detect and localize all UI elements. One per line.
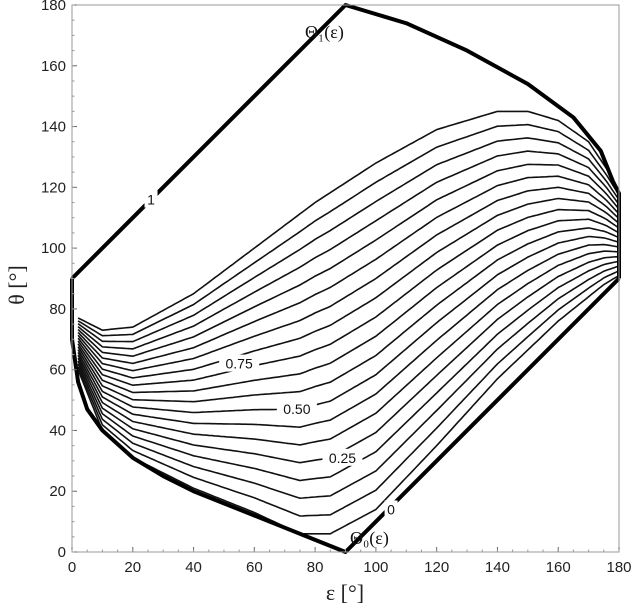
contour-line <box>77 255 620 464</box>
annotation-background <box>384 500 398 518</box>
y-tick-label: 100 <box>41 240 66 257</box>
theta0-boundary <box>70 277 621 554</box>
y-tick-label: 80 <box>49 301 66 318</box>
contour-line <box>77 269 620 517</box>
y-tick-label: 20 <box>49 483 66 500</box>
contour-curves <box>77 110 620 535</box>
y-axis-label: θ [°] <box>4 265 29 305</box>
boundary-curves <box>70 3 621 554</box>
contour-line <box>77 265 620 500</box>
y-tick-label: 160 <box>41 58 66 75</box>
x-tick-label: 100 <box>363 559 388 576</box>
contour-level-label: 0 <box>387 501 395 517</box>
contour-line <box>77 150 620 350</box>
annotation-background <box>322 448 363 466</box>
x-tick-label: 0 <box>68 559 76 576</box>
contour-level-label: 0.50 <box>283 401 310 417</box>
theta1-label: Θ₁(ε) <box>305 22 344 43</box>
contour-level-label: 0.25 <box>329 450 356 466</box>
x-tick-label: 140 <box>485 559 510 576</box>
x-tick-label: 20 <box>124 559 141 576</box>
annotation-background <box>276 400 317 418</box>
contour-line <box>77 260 620 482</box>
contour-line <box>77 208 620 387</box>
annotation-background <box>219 354 260 372</box>
x-tick-label: 180 <box>606 559 631 576</box>
x-tick-label: 80 <box>307 559 324 576</box>
contour-line <box>77 123 620 337</box>
contour-line <box>77 110 620 332</box>
contour-line <box>77 274 620 535</box>
x-tick-label: 160 <box>546 559 571 576</box>
y-tick-label: 40 <box>49 422 66 439</box>
theta0-label: Θ₀(ε) <box>350 528 389 549</box>
annotations: 1 0.75 0.50 0.25 0 <box>144 190 398 518</box>
contour-level-label: 1 <box>147 191 155 207</box>
x-tick-label: 60 <box>246 559 263 576</box>
x-axis-label: ε [°] <box>326 580 364 605</box>
y-tick-label: 180 <box>41 0 66 14</box>
theta1-boundary <box>70 3 621 280</box>
y-tick-label: 60 <box>49 362 66 379</box>
x-tick-label: 40 <box>185 559 202 576</box>
y-tick-label: 140 <box>41 119 66 136</box>
contour-line <box>77 218 620 394</box>
contour-level-label: 0.75 <box>226 356 253 372</box>
axis-ticks: 0 20 40 60 80 100 120 140 160 180 0 20 40 60 80 100 120 1… <box>41 0 632 576</box>
contour-line <box>77 227 620 403</box>
contour-line <box>77 137 620 343</box>
contour-line <box>77 197 620 379</box>
contour-line <box>77 243 620 429</box>
x-tick-label: 120 <box>424 559 449 576</box>
y-tick-label: 120 <box>41 179 66 196</box>
contour-line <box>77 186 620 372</box>
contour-line <box>77 175 620 365</box>
contour-line <box>77 235 620 414</box>
contour-line <box>77 163 620 358</box>
contour-line <box>77 250 620 446</box>
annotation-background <box>144 190 158 208</box>
y-tick-label: 0 <box>58 544 66 561</box>
